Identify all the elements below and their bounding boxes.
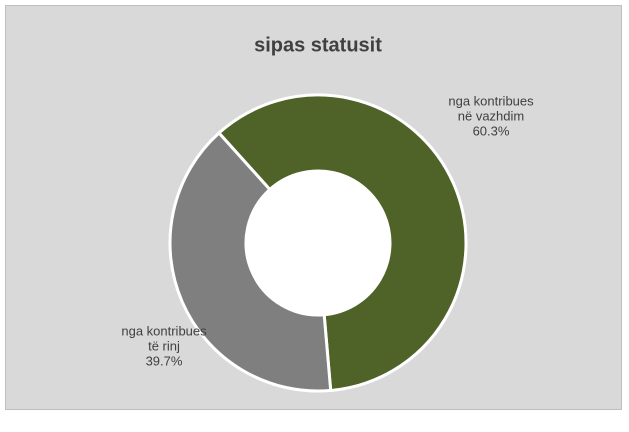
category-label: nga kontribues në vazhdim — [448, 93, 534, 124]
chart: sipas statusit — [168, 34, 468, 393]
chart-area: sipas statusit nga kontribues në vazhdim… — [5, 5, 622, 410]
chart-title: sipas statusit — [254, 34, 382, 56]
slice-label: nga kontribues të rinj 39.7% — [121, 324, 207, 369]
category-label: nga kontribues të rinj — [121, 323, 207, 354]
donut-hole — [246, 171, 390, 315]
slice-label: nga kontribues në vazhdim 60.3% — [448, 94, 534, 139]
value-label: 60.3% — [472, 123, 510, 139]
value-label: 39.7% — [145, 353, 183, 369]
